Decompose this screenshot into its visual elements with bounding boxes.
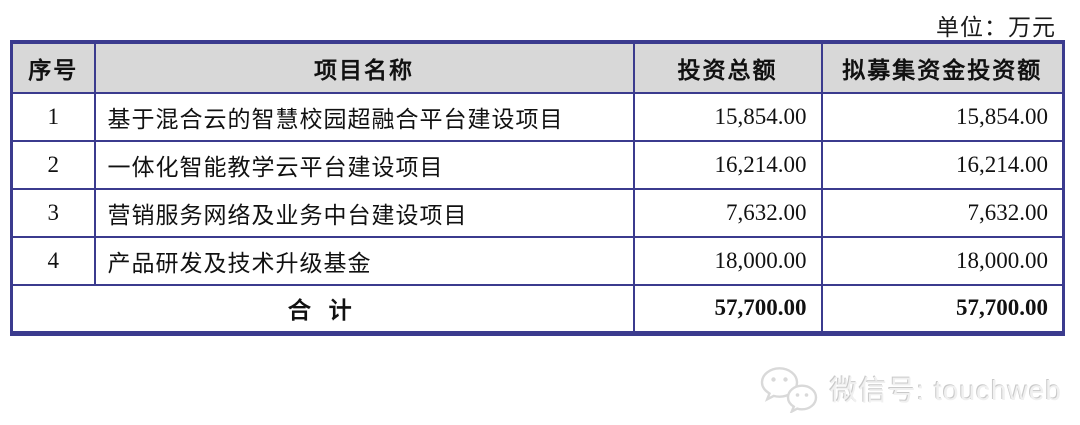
row-total-investment: 7,632.00 xyxy=(632,188,823,238)
total-investment-sum: 57,700.00 xyxy=(632,284,823,334)
header-no: 序号 xyxy=(10,41,96,94)
wechat-icon xyxy=(758,365,820,413)
row-raised-funds: 16,214.00 xyxy=(820,140,1065,190)
row-total-investment: 16,214.00 xyxy=(632,140,823,190)
row-project-name: 一体化智能教学云平台建设项目 xyxy=(93,140,635,190)
table-row: 2 一体化智能教学云平台建设项目 16,214.00 16,214.00 xyxy=(10,140,1065,190)
watermark: 微信号: touchweb xyxy=(758,365,1062,413)
watermark-text: 微信号: touchweb xyxy=(829,375,1062,406)
raised-funds-sum: 57,700.00 xyxy=(820,284,1065,334)
header-total-investment: 投资总额 xyxy=(632,41,823,94)
investment-projects-table: 序号 项目名称 投资总额 拟募集资金投资额 1 基于混合云的智慧校园超融合平台建… xyxy=(10,40,1065,336)
table-row: 3 营销服务网络及业务中台建设项目 7,632.00 7,632.00 xyxy=(10,188,1065,238)
total-label: 合 计 xyxy=(10,284,635,334)
row-no: 2 xyxy=(10,140,96,190)
header-project-name: 项目名称 xyxy=(93,41,635,94)
row-raised-funds: 15,854.00 xyxy=(820,92,1065,142)
row-project-name: 基于混合云的智慧校园超融合平台建设项目 xyxy=(93,92,635,142)
table-header-row: 序号 项目名称 投资总额 拟募集资金投资额 xyxy=(10,41,1065,94)
row-no: 1 xyxy=(10,92,96,142)
unit-label: 单位：万元 xyxy=(936,15,1056,40)
row-raised-funds: 7,632.00 xyxy=(820,188,1065,238)
table-row: 1 基于混合云的智慧校园超融合平台建设项目 15,854.00 15,854.0… xyxy=(10,92,1065,142)
row-no: 3 xyxy=(10,188,96,238)
row-project-name: 产品研发及技术升级基金 xyxy=(93,236,635,286)
row-total-investment: 18,000.00 xyxy=(632,236,823,286)
row-total-investment: 15,854.00 xyxy=(632,92,823,142)
row-no: 4 xyxy=(10,236,96,286)
table-total-row: 合 计 57,700.00 57,700.00 xyxy=(10,284,1065,334)
row-raised-funds: 18,000.00 xyxy=(820,236,1065,286)
row-project-name: 营销服务网络及业务中台建设项目 xyxy=(93,188,635,238)
table-row: 4 产品研发及技术升级基金 18,000.00 18,000.00 xyxy=(10,236,1065,286)
header-raised-funds: 拟募集资金投资额 xyxy=(820,41,1065,94)
